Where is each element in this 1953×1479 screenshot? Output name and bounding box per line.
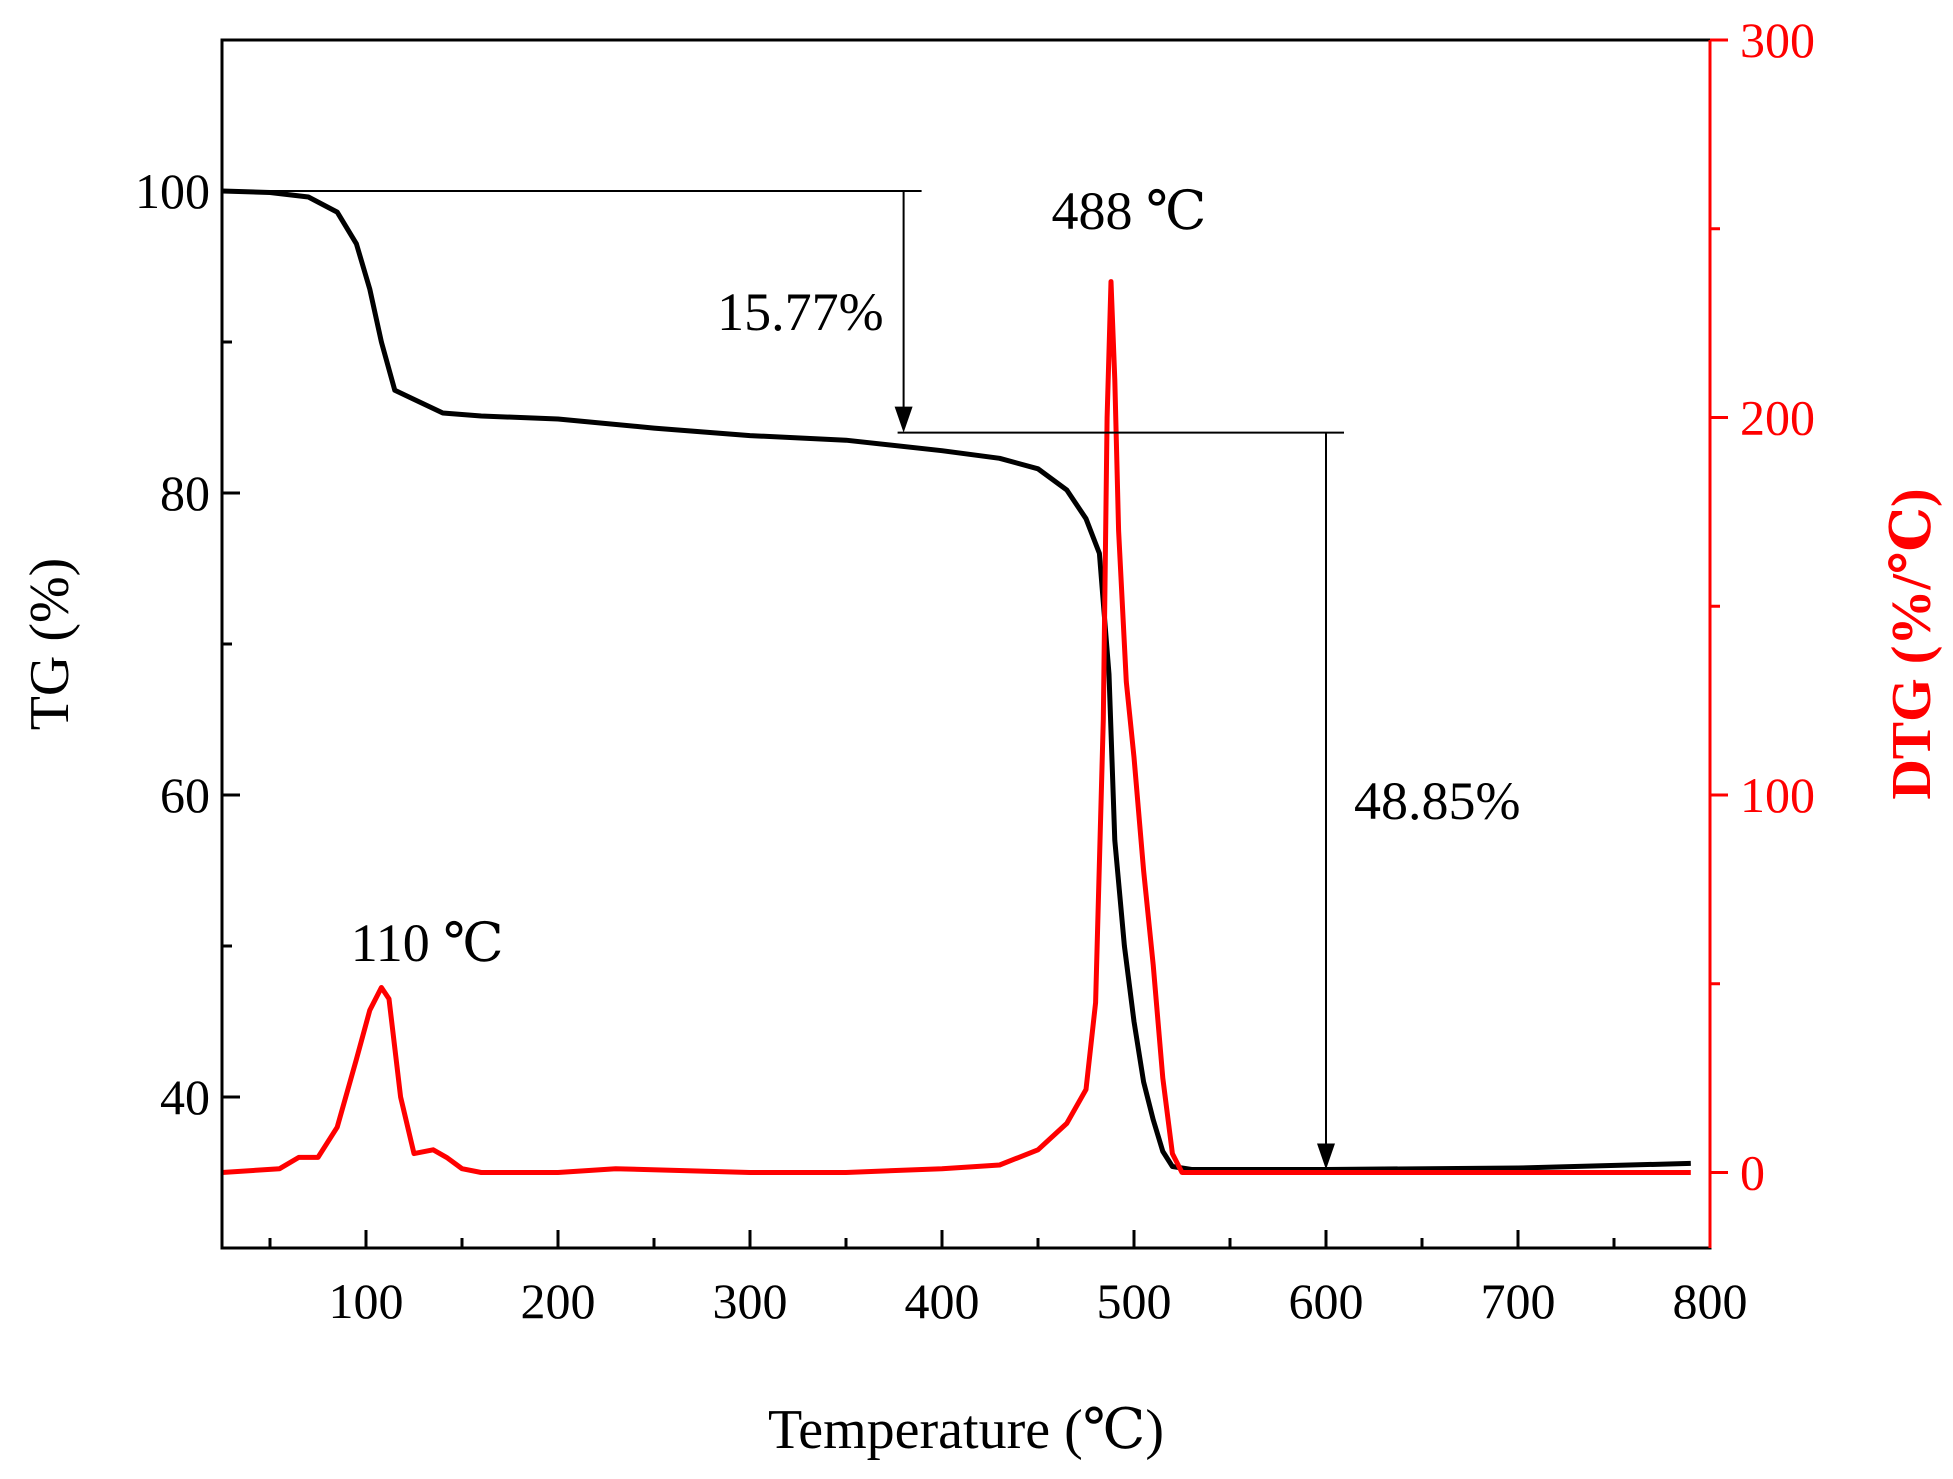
- y-left-tick-label: 80: [160, 465, 210, 521]
- y-right-axis-title: DTG (%/℃): [1881, 488, 1943, 799]
- arrow-head: [894, 406, 913, 433]
- peak-label-488: 488 ℃: [1051, 181, 1206, 241]
- annotation-15-77: 15.77%: [717, 282, 883, 342]
- y-right-tick-label: 200: [1740, 390, 1815, 446]
- y-right-tick-label: 0: [1740, 1145, 1765, 1201]
- peak-label-110: 110 ℃: [351, 913, 504, 973]
- x-tick-label: 300: [713, 1273, 788, 1329]
- y-right-tick-label: 300: [1740, 12, 1815, 68]
- y-left-tick-label: 60: [160, 767, 210, 823]
- y-right-tick-label: 100: [1740, 767, 1815, 823]
- arrow-head: [1317, 1143, 1335, 1170]
- y-left-tick-label: 40: [160, 1069, 210, 1125]
- y-left-tick-label: 100: [135, 163, 210, 219]
- plot-frame: [220, 38, 1712, 1250]
- x-axis-title: Temperature (℃): [768, 1399, 1164, 1461]
- plot-content: [221, 188, 1691, 1175]
- x-tick-label: 700: [1481, 1273, 1556, 1329]
- x-tick-label: 100: [329, 1273, 404, 1329]
- annotations: 15.77% 48.85% 488 ℃ 110 ℃: [222, 181, 1520, 1170]
- x-tick-label: 600: [1289, 1273, 1364, 1329]
- axes: 100 200 300 400 500 600 700 800 40 60 80 100 0 100 200…: [19, 12, 1943, 1461]
- x-tick-label: 400: [905, 1273, 980, 1329]
- annotation-48-85: 48.85%: [1354, 771, 1520, 831]
- series-line-dtg: [221, 279, 1691, 1175]
- x-tick-label: 800: [1673, 1273, 1748, 1329]
- y-left-axis-title: TG (%): [19, 558, 81, 731]
- series-line-tg: [221, 188, 1691, 1172]
- x-tick-label: 500: [1097, 1273, 1172, 1329]
- x-tick-label: 200: [521, 1273, 596, 1329]
